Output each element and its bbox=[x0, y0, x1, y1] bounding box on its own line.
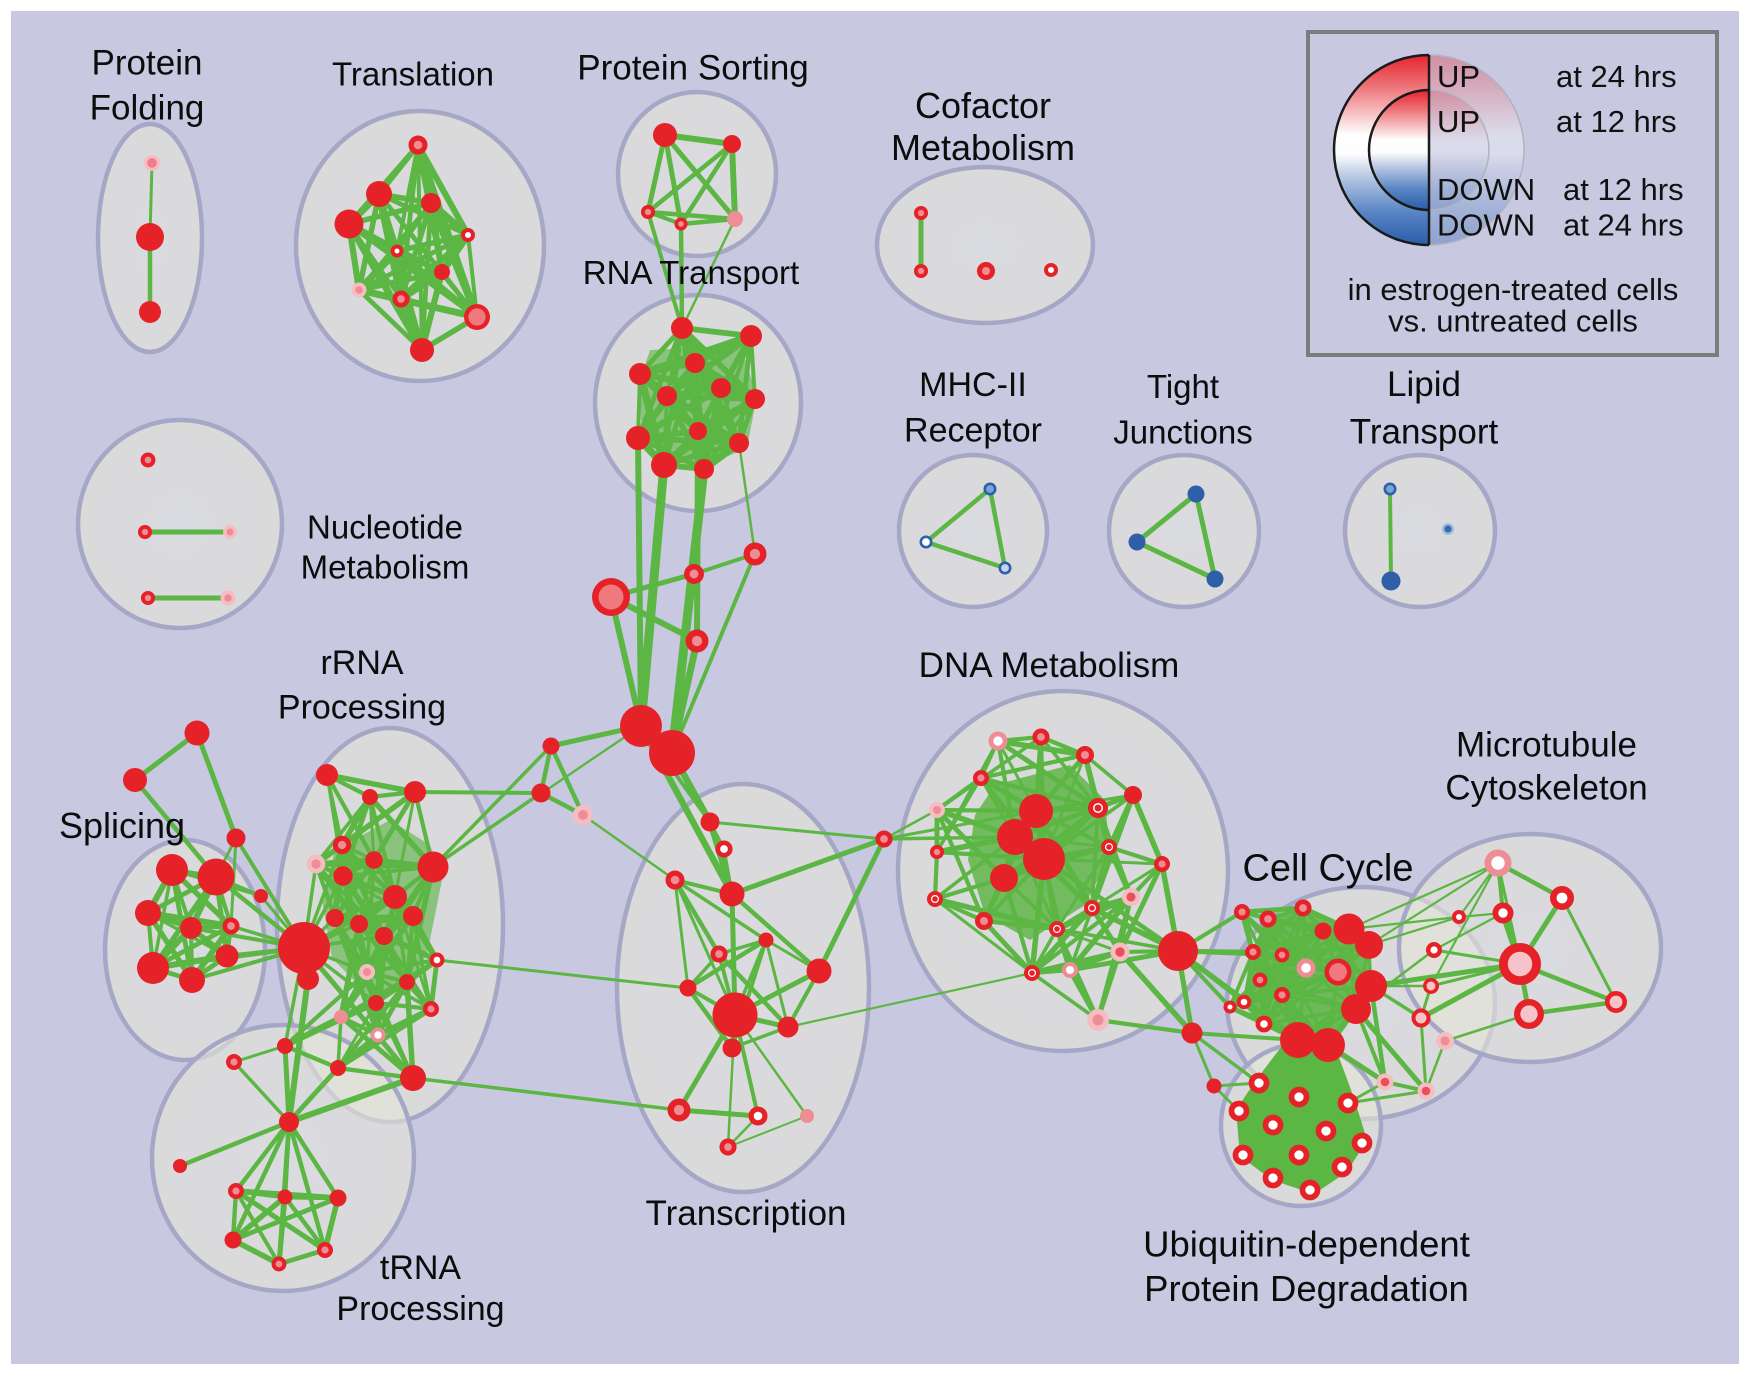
svg-text:RNA Transport: RNA Transport bbox=[583, 254, 799, 291]
svg-text:Folding: Folding bbox=[90, 89, 205, 128]
svg-text:Receptor: Receptor bbox=[904, 412, 1042, 450]
svg-text:Protein Sorting: Protein Sorting bbox=[577, 49, 809, 88]
svg-text:Protein: Protein bbox=[92, 44, 203, 83]
svg-text:at 12 hrs: at 12 hrs bbox=[1556, 104, 1677, 139]
svg-text:Lipid: Lipid bbox=[1387, 365, 1461, 404]
svg-text:DOWN: DOWN bbox=[1437, 172, 1535, 207]
svg-text:rRNA: rRNA bbox=[320, 644, 403, 682]
svg-text:DOWN: DOWN bbox=[1437, 208, 1535, 243]
svg-text:Ubiquitin-dependent: Ubiquitin-dependent bbox=[1143, 1224, 1470, 1265]
svg-text:Transport: Transport bbox=[1350, 413, 1499, 452]
svg-text:at 24 hrs: at 24 hrs bbox=[1556, 59, 1677, 94]
svg-text:Cytoskeleton: Cytoskeleton bbox=[1445, 769, 1647, 808]
svg-text:Protein Degradation: Protein Degradation bbox=[1144, 1268, 1469, 1309]
svg-text:Metabolism: Metabolism bbox=[891, 127, 1075, 168]
svg-text:Processing: Processing bbox=[278, 689, 446, 727]
svg-text:at 24 hrs: at 24 hrs bbox=[1563, 208, 1684, 243]
svg-text:Junctions: Junctions bbox=[1113, 414, 1252, 451]
svg-text:UP: UP bbox=[1437, 59, 1480, 94]
svg-text:Cell Cycle: Cell Cycle bbox=[1242, 848, 1413, 890]
svg-text:in estrogen-treated cells: in estrogen-treated cells bbox=[1348, 272, 1679, 307]
svg-text:UP: UP bbox=[1437, 104, 1480, 139]
svg-text:Nucleotide: Nucleotide bbox=[307, 509, 463, 546]
svg-text:vs. untreated cells: vs. untreated cells bbox=[1388, 304, 1638, 339]
svg-text:Splicing: Splicing bbox=[59, 805, 185, 846]
svg-text:MHC-II: MHC-II bbox=[919, 366, 1027, 404]
svg-text:Microtubule: Microtubule bbox=[1456, 726, 1637, 765]
svg-text:tRNA: tRNA bbox=[380, 1249, 462, 1287]
svg-text:Translation: Translation bbox=[332, 56, 494, 93]
svg-text:Metabolism: Metabolism bbox=[301, 549, 470, 586]
svg-text:Tight: Tight bbox=[1147, 368, 1219, 405]
svg-text:Transcription: Transcription bbox=[646, 1194, 847, 1233]
svg-text:at 12 hrs: at 12 hrs bbox=[1563, 172, 1684, 207]
svg-text:Cofactor: Cofactor bbox=[915, 85, 1051, 126]
svg-text:Processing: Processing bbox=[336, 1290, 504, 1328]
svg-text:DNA Metabolism: DNA Metabolism bbox=[919, 646, 1180, 685]
